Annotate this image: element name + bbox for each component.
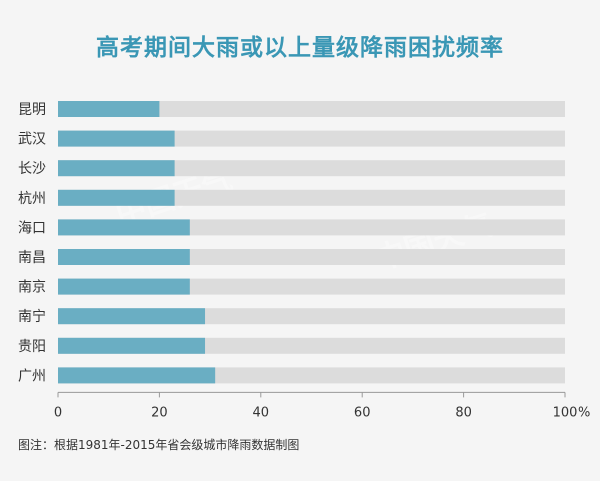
category-label: 武汉	[18, 132, 46, 148]
bar-2	[58, 160, 175, 177]
category-label: 海口	[18, 220, 46, 236]
bar-track	[58, 130, 565, 147]
bar-1	[58, 130, 175, 147]
x-tick-label: 100	[553, 405, 578, 420]
bar-track	[58, 189, 565, 206]
bar-5	[58, 249, 190, 265]
bar-0	[58, 101, 160, 117]
chart-title: 高考期间大雨或以上量级降雨困扰频率	[96, 35, 504, 61]
x-unit-label: %	[578, 405, 590, 420]
bar-6	[58, 278, 190, 295]
category-label: 贵阳	[18, 339, 46, 355]
bar-7	[58, 308, 206, 325]
category-label: 广州	[18, 368, 46, 384]
watermark-text: 中国天气	[372, 207, 497, 277]
bar-track	[58, 160, 565, 177]
bar-3	[58, 189, 175, 206]
category-label: 南昌	[18, 250, 46, 266]
x-tick-label: 40	[253, 405, 270, 420]
bar-9	[58, 367, 216, 384]
bar-8	[58, 337, 206, 354]
category-label: 长沙	[18, 161, 46, 177]
x-tick-label: 80	[455, 405, 472, 420]
x-tick-label: 20	[151, 405, 168, 420]
x-tick-labels: 0 20 40 60 80 100%	[54, 392, 590, 420]
category-label: 南京	[18, 280, 46, 296]
category-label: 杭州	[18, 191, 46, 207]
x-tick-label: 60	[354, 405, 371, 420]
bar-track	[58, 101, 565, 117]
category-label: 昆明	[18, 102, 46, 118]
category-label: 南宁	[18, 308, 46, 325]
bar-4	[58, 219, 190, 236]
bar-group	[58, 101, 565, 384]
chart-footnote: 图注：根据1981年-2015年省会级城市降雨数据制图	[18, 438, 300, 452]
x-tick-label: 0	[54, 405, 62, 420]
